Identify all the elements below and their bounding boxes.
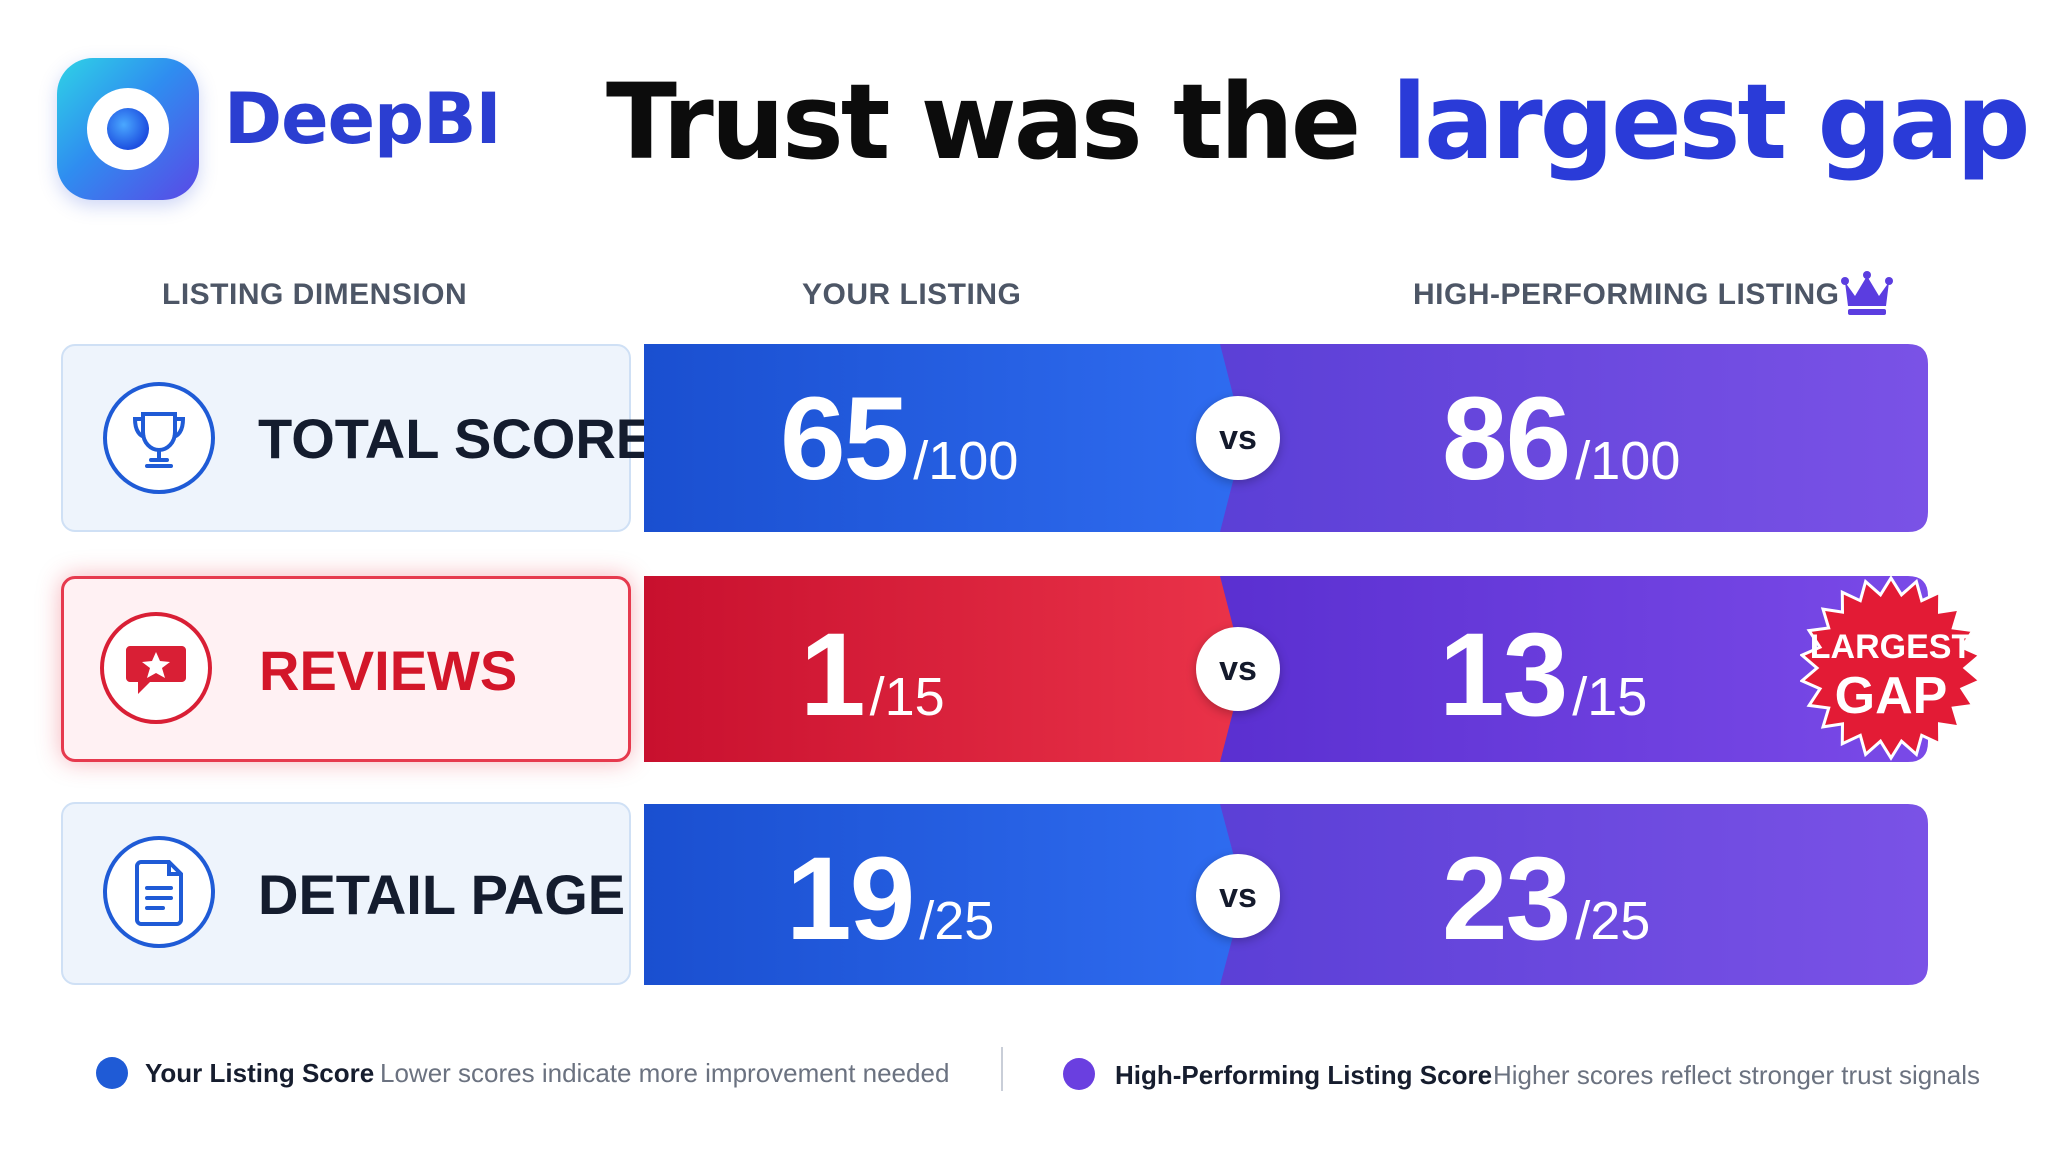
- your-listing-score-bar: [644, 344, 1244, 532]
- score-bars-reviews: [644, 576, 1928, 762]
- title-accent: largest gap: [1391, 61, 2031, 183]
- legend-note-your-listing: Lower scores indicate more improvement n…: [380, 1058, 950, 1088]
- dimension-card-detail-page: DETAIL PAGE: [61, 802, 631, 985]
- score-bar-row-total-score: 65/100 86/100 vs: [644, 344, 1928, 532]
- your-listing-score-bar: [644, 804, 1244, 985]
- title-lead: Trust was the: [606, 61, 1392, 183]
- legend-divider: [1001, 1047, 1003, 1091]
- score-bars-total-score: [644, 344, 1928, 532]
- crown-icon: [1841, 271, 1893, 315]
- score-max-label: /100: [913, 431, 1019, 491]
- trophy-icon: [103, 382, 215, 494]
- your-score-value: 1: [800, 609, 866, 741]
- largest-gap-badge-icon: [1800, 575, 1982, 761]
- page-title: Trust was the largest gap: [606, 70, 2031, 174]
- your-score-detail: 19/25: [786, 840, 994, 958]
- legend-dot-your-listing: [96, 1057, 128, 1089]
- score-max-label: /25: [919, 891, 995, 951]
- starburst-shape: [1800, 575, 1982, 761]
- high-performing-score-bar: [1210, 804, 1928, 985]
- dimension-label-detail-page: DETAIL PAGE: [258, 863, 626, 926]
- badge-line1: LARGEST: [1809, 628, 1973, 666]
- column-header-your-listing: YOUR LISTING: [802, 278, 1022, 311]
- deepbi-logo-icon: [57, 58, 199, 200]
- legend-note-high-performing: Higher scores reflect stronger trust sig…: [1493, 1060, 1980, 1090]
- vs-badge: vs: [1196, 854, 1280, 938]
- score-max-label: /100: [1575, 431, 1681, 491]
- top-score-value: 23: [1442, 833, 1571, 965]
- top-score-value: 86: [1442, 373, 1571, 505]
- badge-line2: GAP: [1834, 667, 1948, 725]
- dimension-card-total-score: TOTAL SCORE: [61, 344, 653, 532]
- top-score-reviews: 13/15: [1439, 616, 1647, 734]
- your-score-reviews: 1/15: [800, 616, 945, 734]
- your-score-total: 65/100: [780, 380, 1018, 498]
- score-max-label: /15: [869, 667, 945, 727]
- top-score-value: 13: [1439, 609, 1568, 741]
- vs-badge: vs: [1196, 627, 1280, 711]
- your-score-value: 65: [780, 373, 909, 505]
- score-bar-row-detail-page: 19/25 23/25 vs: [644, 804, 1928, 985]
- your-score-value: 19: [786, 833, 915, 965]
- column-header-high-performing: HIGH-PERFORMING LISTING: [1413, 278, 1840, 311]
- review-star-icon: [100, 612, 212, 724]
- score-max-label: /25: [1575, 891, 1651, 951]
- vs-badge: vs: [1196, 396, 1280, 480]
- top-score-detail: 23/25: [1442, 840, 1650, 958]
- logo-core: [107, 108, 149, 150]
- column-header-dimension: LISTING DIMENSION: [162, 278, 468, 311]
- score-max-label: /15: [1572, 667, 1648, 727]
- brand-name: DeepBI: [224, 78, 502, 160]
- score-bar-row-reviews: 1/15 13/15 vs: [644, 576, 1928, 762]
- document-icon: [103, 836, 215, 948]
- score-bars-detail-page: [644, 804, 1928, 985]
- legend-label-your-listing: Your Listing Score: [145, 1058, 375, 1088]
- dimension-card-reviews: REVIEWS: [61, 576, 631, 762]
- high-performing-score-bar: [1210, 576, 1928, 762]
- dimension-label-total-score: TOTAL SCORE: [258, 407, 654, 470]
- legend-dot-high-performing: [1063, 1058, 1095, 1090]
- legend-label-high-performing: High-Performing Listing Score: [1115, 1060, 1493, 1090]
- dimension-label-reviews: REVIEWS: [259, 639, 518, 702]
- high-performing-score-bar: [1210, 344, 1928, 532]
- your-listing-score-bar: [644, 576, 1244, 762]
- top-score-total: 86/100: [1442, 380, 1680, 498]
